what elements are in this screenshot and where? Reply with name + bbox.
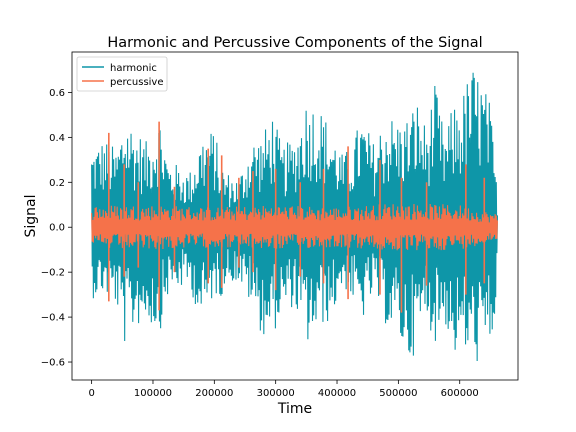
y-axis-label: Signal xyxy=(23,194,39,237)
x-axis-label: Time xyxy=(277,401,312,417)
y-tick-label: 0.0 xyxy=(49,223,65,234)
legend-label-percussive: percussive xyxy=(110,77,164,88)
axes-frame xyxy=(71,51,519,381)
x-tick-label: 200000 xyxy=(195,388,233,399)
x-tick-label: 0 xyxy=(88,388,94,399)
y-tick-label: −0.4 xyxy=(41,313,65,324)
x-tick-label: 300000 xyxy=(257,388,295,399)
x-tick-label: 100000 xyxy=(134,388,172,399)
y-tick-label: 0.6 xyxy=(49,88,65,99)
x-axis-ticks: 0 100000 200000 300000 400000 500000 600000 xyxy=(88,380,479,399)
x-tick-label: 400000 xyxy=(318,388,356,399)
legend-box xyxy=(76,56,168,92)
y-axis-ticks: −0.6 −0.4 −0.2 0.0 0.2 0.4 0.6 xyxy=(41,88,72,369)
y-tick-label: 0.2 xyxy=(49,178,65,189)
legend: harmonic percussive xyxy=(76,56,168,92)
chart-title: Harmonic and Percussive Components of th… xyxy=(107,35,482,51)
x-tick-label: 500000 xyxy=(379,388,417,399)
y-tick-label: −0.2 xyxy=(41,268,65,279)
legend-label-harmonic: harmonic xyxy=(110,63,157,74)
y-tick-label: 0.4 xyxy=(49,133,65,144)
x-tick-label: 600000 xyxy=(441,388,479,399)
y-tick-label: −0.6 xyxy=(41,358,65,369)
plot-area xyxy=(91,72,498,362)
